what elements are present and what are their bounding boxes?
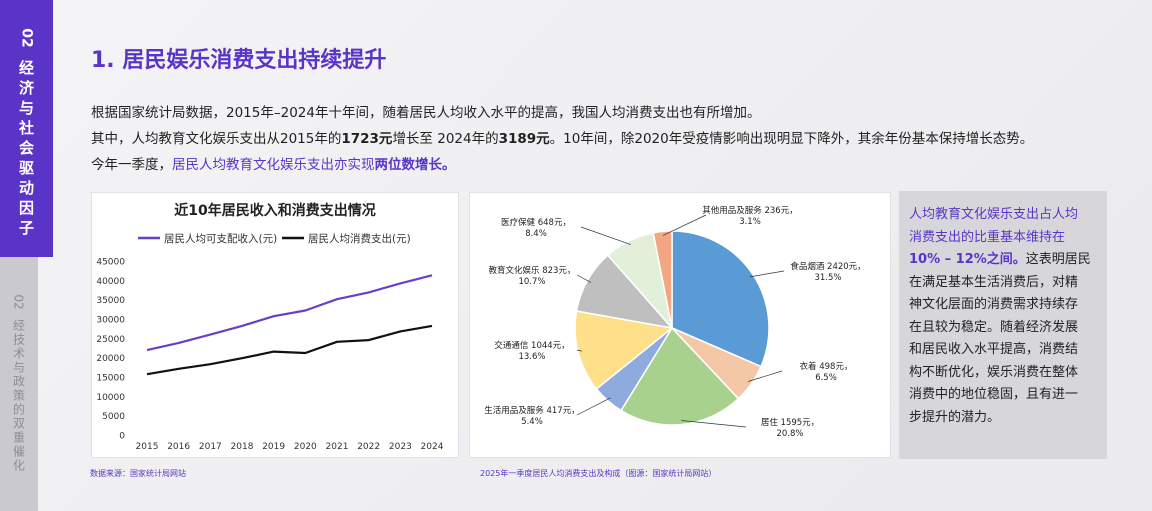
legend-label: 居民人均可支配收入(元) — [164, 232, 277, 245]
slice-percent: 6.5% — [815, 373, 837, 383]
slice-percent: 20.8% — [776, 429, 803, 439]
text: 增长至 2024年的 — [392, 131, 499, 147]
y-tick-label: 45000 — [96, 258, 125, 268]
x-tick-label: 2021 — [326, 442, 349, 452]
slice-percent: 31.5% — [814, 273, 841, 283]
slice-label: 食品烟酒 2420元， — [790, 261, 865, 272]
text: 这表明居民 — [1025, 252, 1091, 267]
x-tick-label: 2018 — [231, 442, 254, 452]
y-tick-label: 25000 — [96, 335, 125, 345]
sidebar-tab-active[interactable]: 02 经济与社会驱动因子 — [0, 0, 53, 257]
highlight-text: 居民人均教育文化娱乐支出亦实现 — [172, 157, 375, 173]
slice-label: 其他用品及服务 236元， — [702, 205, 797, 216]
paragraph-2: 其中，人均教育文化娱乐支出从2015年的1723元增长至 2024年的3189元… — [91, 127, 1033, 147]
y-tick-label: 35000 — [96, 296, 125, 306]
tab-label: 经济与社会驱动因子 — [17, 60, 35, 240]
x-tick-label: 2024 — [421, 442, 444, 452]
tab-label: 经技术与政策的双重催化 — [11, 319, 26, 473]
page-title: 1. 居民娱乐消费支出持续提升 — [91, 48, 387, 73]
y-tick-label: 10000 — [96, 393, 125, 403]
line-chart: 近10年居民收入和消费支出情况 居民人均可支配收入(元) 居民人均消费支出(元) … — [96, 202, 444, 452]
box-line: 神文化层面的消费需求持续存 — [909, 297, 1079, 312]
x-tick-label: 2023 — [389, 442, 412, 452]
slice-percent: 10.7% — [518, 277, 545, 287]
box-line: 消费支出的比重基本维持在 — [909, 229, 1066, 245]
y-tick-label: 5000 — [102, 412, 125, 422]
sidebar-tab-inactive[interactable]: 02 经技术与政策的双重催化 — [0, 257, 38, 511]
y-tick-label: 30000 — [96, 316, 125, 326]
slice-label: 医疗保健 648元， — [501, 217, 571, 228]
slice-label: 居住 1595元， — [761, 417, 819, 428]
slice-label: 交通通信 1044元， — [494, 340, 569, 351]
y-tick-label: 15000 — [96, 374, 125, 384]
series-line — [146, 324, 433, 376]
text: 今年一季度， — [91, 157, 172, 173]
box-line: 和居民收入水平提高，消费结 — [909, 342, 1079, 357]
x-tick-label: 2017 — [199, 442, 222, 452]
slice-label: 生活用品及服务 417元， — [484, 405, 579, 416]
box-line: 步提升的潜力。 — [909, 409, 1001, 425]
leader-line — [576, 349, 582, 352]
highlight-bold: 两位数增长。 — [374, 157, 456, 173]
legend-label: 居民人均消费支出(元) — [308, 232, 411, 245]
value-2015: 1723元 — [341, 131, 393, 147]
x-tick-label: 2020 — [294, 442, 317, 452]
pie-chart-card: 食品烟酒 2420元， 31.5% 衣着 498元， 6.5% 居住 1595元， 20.… — [469, 192, 891, 458]
source-note-left: 数据来源：国家统计局网站 — [90, 469, 186, 478]
pie-slice — [620, 326, 740, 426]
x-tick-label: 2022 — [357, 442, 380, 452]
slice-label: 教育文化娱乐 823元， — [489, 265, 576, 276]
leader-line — [576, 397, 611, 416]
pie-chart: 食品烟酒 2420元，31.5% 衣着 498元，6.5% 居住 1595元，20.… — [484, 205, 865, 439]
leader-line — [749, 270, 785, 278]
pie-slice — [671, 230, 770, 368]
slice-percent: 13.6% — [518, 352, 545, 362]
y-tick-label: 0 — [119, 432, 125, 442]
slice-label: 衣着 498元， — [800, 361, 853, 372]
slice-percent: 8.4% — [525, 229, 547, 239]
slice-percent: 5.4% — [521, 417, 543, 427]
box-line: 10% – 12%之间。这表明居民 — [909, 249, 1095, 272]
explanation-box: 人均教育文化娱乐支出占人均 消费支出的比重基本维持在 10% – 12%之间。这… — [899, 191, 1107, 459]
tab-number: 02 — [18, 28, 35, 48]
leader-line — [580, 226, 631, 245]
box-line: 构不断优化，娱乐消费在整体 — [909, 364, 1079, 380]
x-tick-label: 2016 — [167, 442, 190, 452]
leader-line — [747, 370, 783, 382]
paragraph-3: 今年一季度，居民人均教育文化娱乐支出亦实现两位数增长。 — [91, 153, 456, 173]
series-line — [146, 274, 433, 352]
tab-number: 02 — [12, 294, 26, 310]
source-note-right: 2025年一季度居民人均消费支出及构成（图源：国家统计局网站） — [480, 469, 717, 478]
y-tick-label: 40000 — [96, 277, 125, 287]
leader-line — [681, 420, 747, 428]
box-line: 消费中的地位稳固，且有进一 — [909, 387, 1079, 402]
pie-slice — [574, 310, 674, 390]
line-chart-card: 近10年居民收入和消费支出情况 居民人均可支配收入(元) 居民人均消费支出(元) … — [91, 192, 459, 458]
value-2024: 3189元 — [498, 131, 550, 147]
box-line: 在且较为稳定。随着经济发展 — [909, 319, 1079, 335]
text: 其中，人均教育文化娱乐支出从2015年的 — [91, 131, 342, 147]
chart-title: 近10年居民收入和消费支出情况 — [174, 202, 375, 219]
box-highlight: 10% – 12%之间。 — [909, 252, 1026, 267]
slice-percent: 3.1% — [739, 217, 761, 227]
text: 。10年间，除2020年受疫情影响出现明显下降外，其余年份基本保持增长态势。 — [549, 131, 1034, 147]
x-tick-label: 2015 — [136, 442, 159, 452]
y-tick-label: 20000 — [96, 354, 125, 364]
leader-line — [576, 274, 592, 283]
box-line: 人均教育文化娱乐支出占人均 — [909, 207, 1079, 222]
box-line: 在满足基本生活消费后，对精 — [909, 274, 1079, 290]
x-tick-label: 2019 — [262, 442, 285, 452]
leader-line — [662, 214, 707, 236]
paragraph-1: 根据国家统计局数据，2015年–2024年十年间，随着居民人均收入水平的提高，我… — [91, 105, 761, 121]
